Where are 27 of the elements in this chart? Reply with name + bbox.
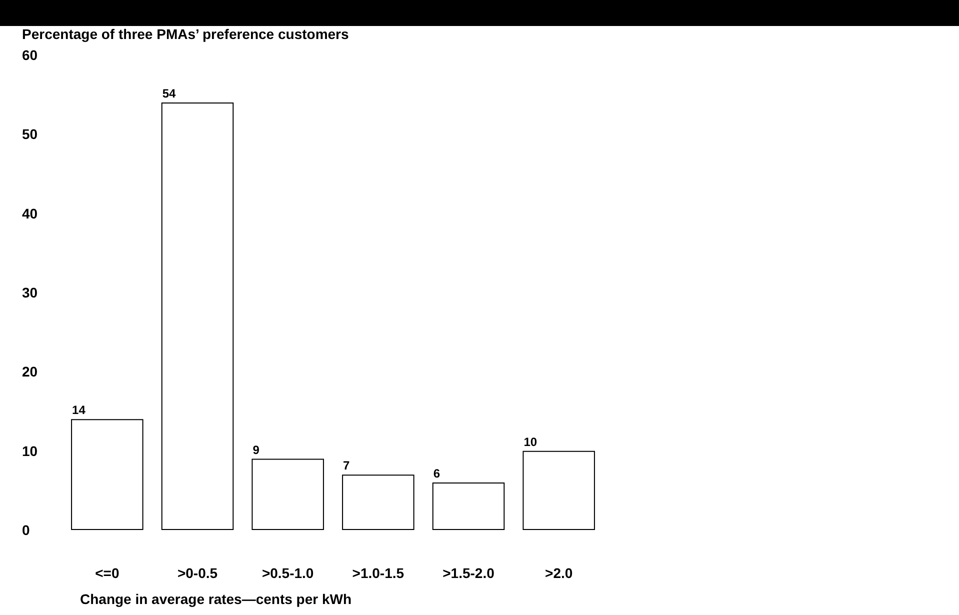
y-tick-label: 50 [22,126,38,142]
bar [71,419,144,530]
data-label: 9 [252,442,260,457]
y-tick-label: 40 [22,205,38,222]
y-tick-label: 20 [22,364,38,380]
y-tick-label: 60 [22,47,38,63]
x-tick-label: >1.5-2.0 [442,565,495,581]
x-tick-label: >0.5-1.0 [262,565,314,581]
y-axis-title: Percentage of three PMAs’ preference customers [22,26,350,42]
y-tick-label: 30 [22,284,38,300]
data-label: 6 [433,466,440,480]
data-label: 7 [343,458,350,473]
y-tick-label: 10 [22,442,38,459]
bar [161,102,234,530]
bar [522,450,595,530]
data-label: 54 [162,86,176,100]
x-tick-label: >1.0-1.5 [352,565,404,581]
x-axis-title: Change in average rates—cents per kWh [80,591,352,607]
x-tick-label: <=0 [95,565,120,581]
bar [432,482,505,530]
x-tick-label: >0-0.5 [177,565,218,581]
bar [342,474,414,530]
data-label: 14 [72,403,86,418]
bar [252,458,324,530]
x-tick-label: >2.0 [545,565,573,581]
y-tick-label: 0 [22,522,30,538]
data-label: 10 [524,434,538,449]
